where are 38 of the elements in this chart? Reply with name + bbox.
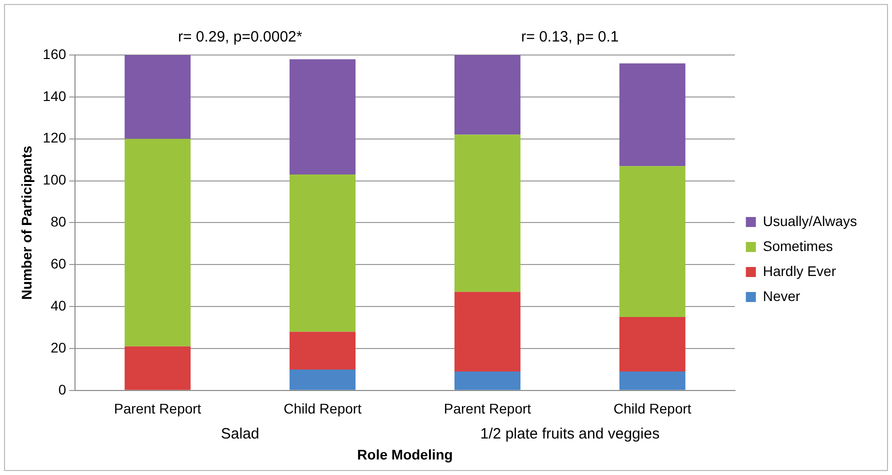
x-tick-label: Child Report: [284, 400, 362, 417]
bar: [454, 292, 520, 372]
text: r= 0.29, p=0.0002*: [178, 28, 302, 46]
text: r= 0.13, p= 0.1: [521, 28, 619, 46]
y-axis-title: Number of Participants: [18, 145, 34, 300]
y-tick-label: 0: [58, 381, 66, 398]
bar: [619, 372, 686, 390]
y-tick-label: 40: [50, 297, 66, 314]
bar: [290, 59, 356, 174]
bar: [290, 332, 356, 370]
legend-label: Never: [762, 288, 801, 304]
bar: [290, 174, 356, 332]
y-tick-label: 100: [42, 172, 66, 188]
bar: [454, 134, 520, 292]
bar: [290, 369, 356, 390]
y-tick-label: 140: [42, 88, 66, 104]
x-tick-label: Parent Report: [114, 400, 202, 417]
legend-label: Sometimes: [762, 238, 833, 254]
y-tick-label: 60: [50, 255, 66, 272]
x-tick-label: Parent Report: [444, 400, 532, 417]
text: 1/2 plate fruits and veggies: [480, 426, 660, 443]
bar: [619, 166, 686, 318]
bar: [124, 346, 191, 390]
bar: [454, 55, 520, 135]
x-tick-label: Child Report: [613, 400, 692, 417]
bar: [124, 138, 191, 346]
bar: [454, 372, 520, 390]
x-axis-title: Role Modeling: [357, 446, 453, 462]
bar: [619, 317, 686, 372]
bar: [619, 63, 686, 166]
legend-label: Hardly Ever: [762, 262, 836, 279]
bar: [124, 55, 191, 139]
text: Salad: [220, 426, 260, 443]
y-tick-label: 80: [50, 214, 66, 230]
y-tick-label: 120: [42, 130, 66, 146]
y-tick-label: 20: [50, 339, 66, 356]
legend-label: Usually/Always: [762, 212, 858, 229]
y-tick-label: 160: [42, 46, 66, 62]
